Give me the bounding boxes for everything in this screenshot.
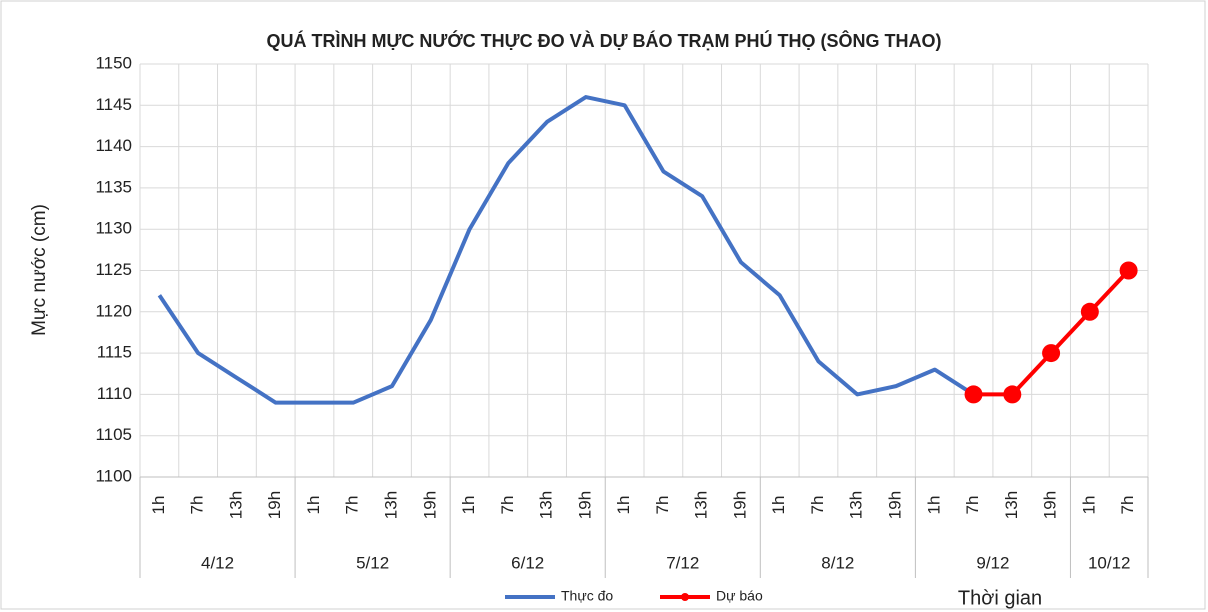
legend-marker	[681, 593, 689, 601]
x-tick-label: 1h	[149, 496, 168, 515]
x-tick-label: 7h	[188, 496, 207, 515]
x-tick-label: 13h	[537, 491, 556, 519]
y-tick-label: 1150	[95, 53, 132, 72]
y-tick-label: 1135	[95, 177, 132, 196]
y-tick-label: 1145	[95, 95, 132, 114]
group-label: 8/12	[821, 553, 854, 572]
y-tick-label: 1125	[95, 260, 132, 279]
chart-title: QUÁ TRÌNH MỰC NƯỚC THỰC ĐO VÀ DỰ BÁO TRẠ…	[266, 30, 941, 51]
x-tick-label: 7h	[1118, 496, 1137, 515]
series-marker	[1003, 385, 1022, 404]
series-marker	[1080, 302, 1099, 321]
group-label: 10/12	[1088, 553, 1131, 572]
x-tick-label: 7h	[498, 496, 517, 515]
y-tick-label: 1100	[95, 466, 132, 485]
x-tick-label: 19h	[730, 491, 749, 519]
x-tick-label: 7h	[343, 496, 362, 515]
x-tick-label: 7h	[653, 496, 672, 515]
x-tick-label: 13h	[1002, 491, 1021, 519]
x-axis-label: Thời gian	[958, 587, 1042, 609]
y-tick-label: 1115	[97, 343, 132, 362]
x-tick-label: 1h	[769, 496, 788, 515]
y-tick-label: 1120	[95, 301, 132, 320]
x-tick-label: 7h	[963, 496, 982, 515]
x-tick-label: 19h	[885, 491, 904, 519]
series-marker	[1042, 344, 1061, 363]
y-tick-label: 1110	[97, 384, 132, 403]
legend-label: Thực đo	[561, 588, 613, 604]
x-tick-label: 19h	[575, 491, 594, 519]
group-label: 5/12	[356, 553, 389, 572]
series-marker	[964, 385, 983, 404]
x-tick-label: 19h	[265, 491, 284, 519]
legend-label: Dự báo	[716, 588, 763, 604]
x-tick-label: 13h	[847, 491, 866, 519]
x-tick-label: 13h	[381, 491, 400, 519]
y-tick-label: 1130	[95, 219, 132, 238]
x-tick-label: 1h	[304, 496, 323, 515]
x-tick-label: 13h	[692, 491, 711, 519]
x-tick-label: 7h	[808, 496, 827, 515]
x-tick-label: 19h	[420, 491, 439, 519]
series-marker	[1119, 261, 1138, 280]
x-tick-label: 1h	[924, 496, 943, 515]
group-label: 6/12	[511, 553, 544, 572]
x-tick-label: 13h	[226, 491, 245, 519]
group-label: 4/12	[201, 553, 234, 572]
x-tick-label: 1h	[459, 496, 478, 515]
x-tick-label: 1h	[614, 496, 633, 515]
x-tick-label: 1h	[1079, 496, 1098, 515]
x-tick-label: 19h	[1041, 491, 1060, 519]
series-line	[157, 95, 975, 405]
y-tick-label: 1140	[95, 136, 132, 155]
y-axis-label: Mực nước (cm)	[29, 204, 50, 336]
y-tick-label: 1105	[95, 425, 132, 444]
group-label: 7/12	[666, 553, 699, 572]
group-label: 9/12	[976, 553, 1009, 572]
